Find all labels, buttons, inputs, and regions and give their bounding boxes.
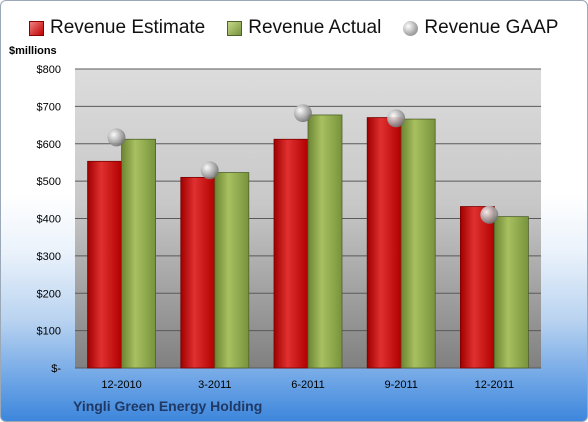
y-tick-label: $200 <box>37 288 61 300</box>
y-tick-label: $800 <box>37 64 61 76</box>
x-tick-label: 12-2011 <box>475 379 515 391</box>
gaap-marker <box>200 161 219 180</box>
gaap-marker <box>293 104 312 123</box>
y-axis-ticks: $- $100 $200 $300 $400 $500 $600 $700 $800 <box>37 64 62 375</box>
x-tick-label: 6-2011 <box>291 379 324 391</box>
legend-item-gaap: Revenue GAAP <box>403 17 558 39</box>
legend: Revenue Estimate Revenue Actual Revenue … <box>29 17 558 39</box>
actual-bar <box>307 114 343 369</box>
estimate-bar <box>180 176 216 369</box>
legend-swatch-gaap <box>403 20 419 36</box>
actual-bar <box>400 118 436 369</box>
actual-bar <box>121 138 156 369</box>
legend-item-estimate: Revenue Estimate <box>29 17 205 39</box>
y-tick-label: $100 <box>37 326 61 338</box>
actual-bar <box>493 216 529 369</box>
gaap-marker <box>107 128 126 147</box>
legend-item-actual: Revenue Actual <box>227 17 381 39</box>
legend-label-estimate: Revenue Estimate <box>50 17 206 38</box>
y-tick-label: $700 <box>37 101 61 113</box>
x-tick-label: 3-2011 <box>198 379 231 391</box>
legend-label-gaap: Revenue GAAP <box>424 17 559 38</box>
gaap-marker <box>387 109 406 128</box>
y-tick-label: $400 <box>37 214 61 226</box>
actual-bar <box>214 172 250 369</box>
gaap-markers <box>107 104 499 224</box>
estimate-bar <box>366 117 402 369</box>
legend-label-actual: Revenue Actual <box>248 17 382 38</box>
estimate-bar <box>273 138 309 369</box>
y-axis-unit-label: $millions <box>9 45 57 57</box>
estimate-bar <box>459 206 495 369</box>
legend-swatch-estimate <box>29 20 44 36</box>
bars <box>87 114 529 369</box>
y-tick-label: $- <box>51 363 61 375</box>
y-tick-label: $600 <box>37 139 61 151</box>
legend-swatch-actual <box>227 20 243 36</box>
x-tick-label: 9-2011 <box>384 379 417 391</box>
gaap-marker <box>480 205 499 224</box>
x-tick-label: 12-2010 <box>101 379 141 391</box>
estimate-bar <box>87 160 122 369</box>
company-name: Yingli Green Energy Holding <box>73 398 263 414</box>
x-axis-ticks: 12-2010 3-2011 6-2011 9-2011 12-2011 <box>101 379 514 391</box>
y-tick-label: $500 <box>37 176 61 188</box>
y-tick-label: $300 <box>37 251 61 263</box>
